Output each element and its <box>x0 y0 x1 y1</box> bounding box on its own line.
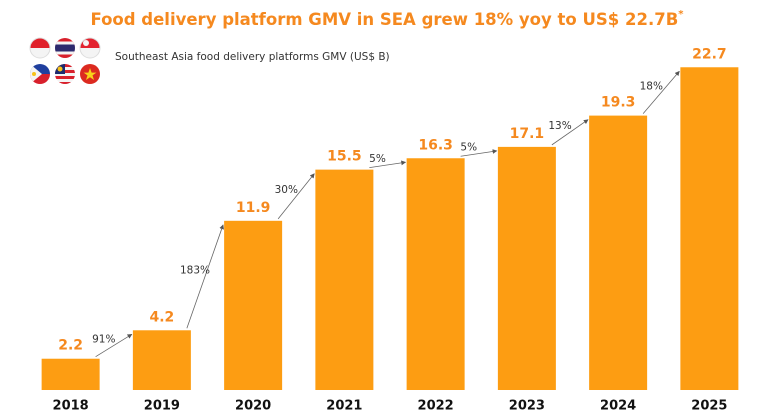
growth-arrow <box>95 333 133 358</box>
x-tick-label: 2024 <box>600 399 636 414</box>
value-label: 11.9 <box>236 200 271 216</box>
growth-arrow <box>460 149 498 157</box>
growth-arrow <box>642 70 680 114</box>
flags <box>29 37 101 84</box>
flag-malaysia <box>55 64 75 84</box>
value-label: 19.3 <box>601 95 636 111</box>
bar <box>224 220 283 390</box>
bar <box>406 158 465 390</box>
growth-arrow <box>277 173 315 220</box>
bar <box>680 67 739 390</box>
x-tick-label: 2020 <box>235 399 271 414</box>
subtitle: Southeast Asia food delivery platforms G… <box>115 51 390 63</box>
bar <box>497 146 556 390</box>
value-label: 4.2 <box>149 309 174 325</box>
growth-label: 30% <box>275 184 298 196</box>
growth-label: 183% <box>180 265 210 277</box>
growth-label: 5% <box>460 142 477 154</box>
x-tick-label: 2022 <box>418 399 454 414</box>
value-label: 22.7 <box>692 46 727 62</box>
growth-label: 18% <box>640 80 663 92</box>
growth-arrow <box>551 119 589 146</box>
growth-arrow <box>186 224 224 329</box>
growth-label: 91% <box>92 334 115 346</box>
value-label: 15.5 <box>327 149 362 165</box>
flag-indonesia <box>29 37 51 59</box>
title-marker: * <box>678 9 684 20</box>
chart-title: Food delivery platform GMV in SEA grew 1… <box>90 9 684 29</box>
x-tick-label: 2018 <box>53 399 89 414</box>
x-tick-label: 2025 <box>691 399 727 414</box>
growth-label: 13% <box>548 120 571 132</box>
bar <box>41 358 100 390</box>
flag-thailand <box>55 38 75 58</box>
growth-label: 5% <box>369 153 386 165</box>
x-tick-label: 2021 <box>326 399 362 414</box>
bar <box>589 115 648 391</box>
flag-vietnam <box>80 64 100 84</box>
flag-singapore <box>79 37 101 59</box>
title-text: Food delivery platform GMV in SEA grew 1… <box>90 10 678 29</box>
bar <box>315 169 374 390</box>
value-label: 16.3 <box>418 137 453 153</box>
flag-philippines <box>30 64 50 84</box>
x-tick-label: 2019 <box>144 399 180 414</box>
x-tick-label: 2023 <box>509 399 545 414</box>
value-label: 2.2 <box>58 338 83 354</box>
growth-arrow <box>369 160 407 169</box>
value-label: 17.1 <box>510 126 545 142</box>
bar <box>132 330 191 390</box>
